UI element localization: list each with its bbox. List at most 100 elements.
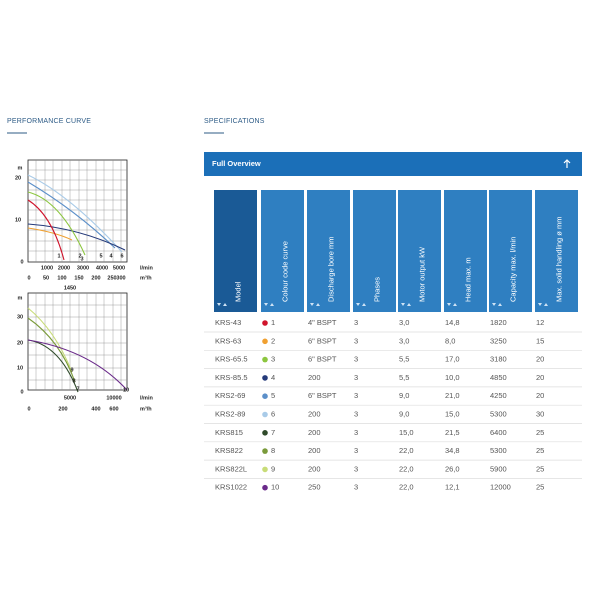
table-cell: 8 xyxy=(271,446,275,455)
table-cell: 1820 xyxy=(490,318,507,327)
table-cell: 3 xyxy=(354,409,358,418)
chart-grid xyxy=(27,159,128,263)
table-cell: 2 xyxy=(271,336,275,345)
colour-dot xyxy=(262,375,268,381)
spec-table: Model Colour code curve Discharge bore mm P… xyxy=(204,190,582,492)
table-cell: 4850 xyxy=(490,373,507,382)
table-cell: KRS815 xyxy=(215,428,243,437)
table-cell: 1 xyxy=(271,318,275,327)
table-cell: 3,0 xyxy=(399,336,409,345)
x-tick-label: 400 xyxy=(91,406,100,412)
table-cell: 3 xyxy=(354,446,358,455)
table-cell: 30 xyxy=(536,409,544,418)
x-tick-label: 3000 xyxy=(77,265,89,271)
table-cell: 200 xyxy=(308,446,321,455)
x-tick-label: 200 xyxy=(91,275,100,281)
table-cell: 5,5 xyxy=(399,373,409,382)
column-header-text: Head max. m xyxy=(463,257,472,302)
table-cell: 7 xyxy=(271,428,275,437)
table-cell: KRS822 xyxy=(215,446,243,455)
column-header xyxy=(489,190,532,312)
table-cell: 9,0 xyxy=(399,391,409,400)
table-cell: 200 xyxy=(308,428,321,437)
table-cell: 5300 xyxy=(490,446,507,455)
table-cell: KRS1022 xyxy=(215,483,247,492)
table-cell: KRS2-69 xyxy=(215,391,245,400)
table-cell: KRS-43 xyxy=(215,318,241,327)
colour-dot xyxy=(262,356,268,363)
table-cell: 15,0 xyxy=(399,428,414,437)
table-cell: 3 xyxy=(354,464,358,473)
curve-label: 2 xyxy=(78,253,81,259)
sort-icon[interactable] xyxy=(538,303,548,306)
table-cell: 3 xyxy=(271,355,275,364)
column-header-text: Model xyxy=(233,281,242,302)
table-cell: 10,0 xyxy=(445,373,460,382)
curve-label: 3 xyxy=(80,256,83,262)
table-cell: KRS-63 xyxy=(215,336,241,345)
x-tick-label: 250 xyxy=(107,275,116,281)
curve-label: 6 xyxy=(120,253,123,259)
collapse-icon[interactable] xyxy=(563,159,571,168)
x-tick-label: 4000 xyxy=(96,265,108,271)
x-tick-label: 200 xyxy=(58,406,67,412)
x-tick-label: 5000 xyxy=(64,395,76,401)
speed-label: 1450 xyxy=(64,285,76,291)
y-tick-label: 0 xyxy=(20,389,23,395)
sort-icon[interactable] xyxy=(356,303,366,306)
table-cell: 12000 xyxy=(490,483,511,492)
x-tick-label: 2000 xyxy=(58,265,70,271)
sort-icon[interactable] xyxy=(492,303,502,306)
x-tick-label: 1000 xyxy=(41,265,53,271)
table-cell: 250 xyxy=(308,483,321,492)
colour-dot xyxy=(262,411,268,418)
column-header-text: Colour code curve xyxy=(280,241,289,302)
x-tick-label: 5000 xyxy=(113,265,125,271)
table-cell: 22,0 xyxy=(399,464,414,473)
table-cell: 4" BSPT xyxy=(308,318,337,327)
table-cell: 3 xyxy=(354,391,358,400)
sort-icon[interactable] xyxy=(264,303,274,306)
sort-icon[interactable] xyxy=(310,303,320,306)
table-cell: KRS822L xyxy=(215,464,247,473)
curves xyxy=(27,307,128,393)
x-unit: l/min xyxy=(140,265,153,271)
colour-dot xyxy=(262,484,268,491)
table-cell: 3180 xyxy=(490,355,507,364)
panel-header[interactable] xyxy=(204,152,582,176)
panel-title: Full Overview xyxy=(212,159,261,168)
table-cell: 25 xyxy=(536,464,544,473)
sort-icon[interactable] xyxy=(447,303,457,306)
table-cell: 3 xyxy=(354,336,358,345)
table-cell: 12,1 xyxy=(445,483,460,492)
table-cell: 200 xyxy=(308,373,321,382)
curves xyxy=(27,174,126,261)
y-tick-label: 20 xyxy=(17,340,23,346)
table-cell: 20 xyxy=(536,391,544,400)
table-cell: 5900 xyxy=(490,464,507,473)
colour-dot xyxy=(262,320,268,326)
sort-icon[interactable] xyxy=(401,303,411,306)
x-tick-label: 50 xyxy=(43,275,49,281)
table-cell: 9 xyxy=(271,464,275,473)
x-tick-label: 10000 xyxy=(106,395,121,401)
curve-label: 4 xyxy=(109,253,113,259)
curve-label: 9 xyxy=(70,367,73,373)
y-tick-label: 30 xyxy=(17,314,23,320)
curve-label: 5 xyxy=(99,253,102,259)
sort-icon[interactable] xyxy=(217,303,227,306)
curve-label: 10 xyxy=(123,387,129,393)
y-unit: m xyxy=(18,165,23,171)
x-tick-label: 300 xyxy=(116,275,125,281)
table-cell: 17,0 xyxy=(445,355,460,364)
colour-dot xyxy=(262,430,268,436)
y-unit: m xyxy=(18,295,23,301)
column-header xyxy=(444,190,487,312)
x-tick-label: 150 xyxy=(74,275,83,281)
table-cell: KRS-65.5 xyxy=(215,355,248,364)
table-cell: 12 xyxy=(536,318,544,327)
x-unit: m³/h xyxy=(140,405,152,412)
column-header xyxy=(353,190,396,312)
column-header-text: Discharge bore mm xyxy=(326,237,335,302)
x-tick-label: 600 xyxy=(109,406,118,412)
